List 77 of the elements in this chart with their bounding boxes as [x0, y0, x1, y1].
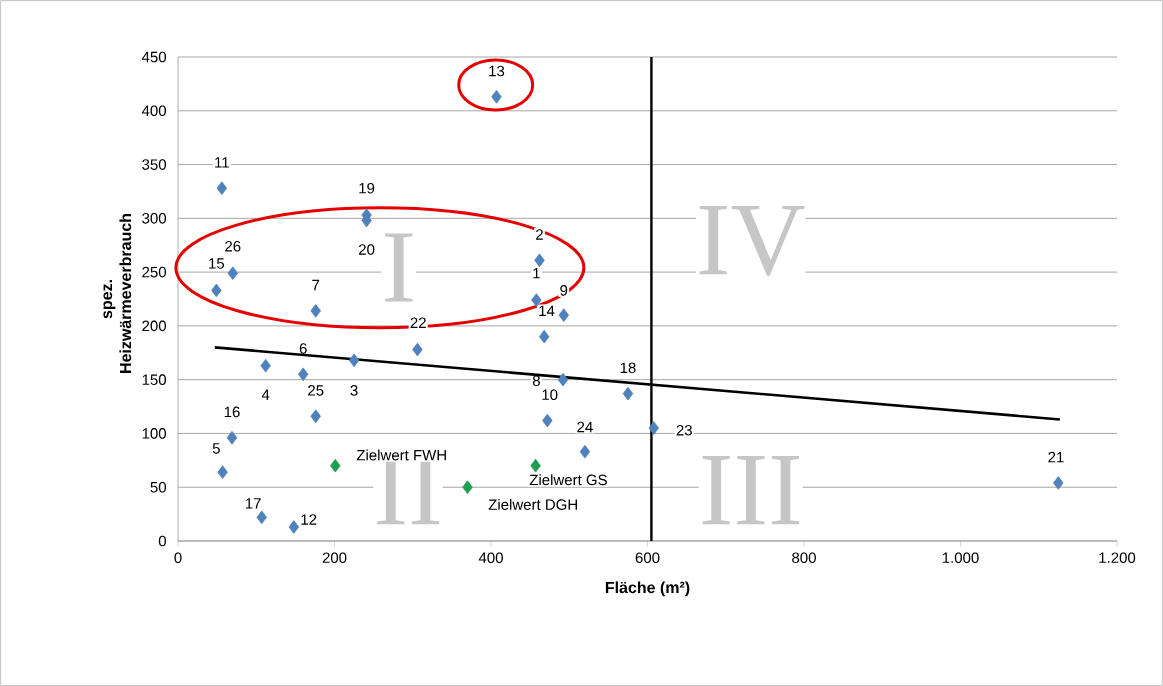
y-axis-title: spez. Heizwärmeverbrauch — [103, 214, 132, 373]
x-tick-label: 200 — [322, 552, 347, 564]
point — [310, 409, 321, 424]
annotation: 7 — [312, 279, 320, 291]
annotation: 15 — [209, 258, 225, 269]
annotation: 2 — [536, 229, 543, 240]
point — [491, 90, 502, 104]
point — [226, 430, 238, 445]
point — [348, 353, 360, 368]
point — [412, 342, 423, 357]
x-tick-label: 400 — [478, 552, 503, 564]
annotation: 16 — [224, 406, 240, 418]
annotation: Zielwert GS — [529, 474, 607, 486]
y-tick-label: 200 — [142, 320, 167, 332]
x-tick-label: 1.200 — [1099, 552, 1136, 564]
x-tick-label: 600 — [635, 552, 660, 564]
point — [227, 266, 238, 280]
annotation: 14 — [539, 305, 555, 316]
annotation: 26 — [225, 240, 241, 252]
point — [260, 358, 271, 373]
point — [534, 253, 545, 268]
y-tick-label: 250 — [142, 266, 167, 278]
y-tick-label: 150 — [142, 374, 167, 385]
annotation: 3 — [350, 385, 358, 396]
annotation: 4 — [261, 389, 270, 400]
point — [462, 480, 473, 495]
point — [530, 458, 541, 473]
annotation: 1 — [533, 268, 540, 279]
annotation: 10 — [542, 389, 558, 401]
annotation: 5 — [212, 443, 220, 454]
annotation: 6 — [299, 343, 307, 354]
annotation: 18 — [620, 362, 636, 374]
annotation: I — [385, 233, 413, 302]
point — [330, 458, 341, 473]
point — [648, 421, 659, 435]
point — [211, 283, 222, 298]
point — [531, 293, 542, 307]
x-axis-title: Fläche (m²) — [605, 581, 690, 597]
point — [557, 372, 569, 387]
annotation: 21 — [1048, 451, 1064, 463]
point — [288, 520, 300, 534]
point — [310, 304, 321, 318]
point — [542, 413, 553, 428]
point — [216, 181, 228, 196]
annotation: 12 — [301, 514, 317, 525]
x-tick-label: 800 — [792, 552, 816, 564]
annotation: 24 — [577, 421, 593, 433]
annotation: 22 — [410, 317, 426, 328]
annotation: 23 — [676, 424, 692, 436]
point — [298, 367, 309, 382]
y-tick-label: 0 — [158, 535, 167, 547]
point — [217, 465, 228, 479]
y-tick-label: 350 — [142, 159, 167, 170]
point — [622, 386, 634, 401]
annotation: 19 — [359, 182, 375, 194]
x-tick-label: 0 — [174, 552, 182, 564]
annotation: 25 — [308, 385, 324, 396]
y-tick-label: 300 — [142, 213, 167, 224]
y-tick-label: 400 — [141, 105, 167, 117]
point — [539, 329, 550, 344]
point — [256, 510, 267, 525]
point — [579, 444, 591, 459]
annotation: Zielwert DGH — [488, 498, 577, 510]
annotation: 13 — [489, 65, 505, 77]
annotation: 11 — [215, 157, 229, 168]
annotation: III — [702, 456, 800, 525]
y-tick-label: 50 — [150, 481, 167, 493]
point — [558, 308, 569, 322]
y-tick-label: 450 — [141, 51, 167, 63]
point — [1053, 476, 1064, 490]
annotation: IV — [699, 206, 805, 276]
annotation: 8 — [532, 375, 540, 387]
x-tick-label: 1.000 — [942, 552, 979, 564]
y-tick-label: 100 — [142, 428, 167, 439]
annotation: 17 — [245, 498, 261, 509]
annotation: 20 — [359, 244, 375, 255]
annotation: 9 — [560, 285, 568, 296]
